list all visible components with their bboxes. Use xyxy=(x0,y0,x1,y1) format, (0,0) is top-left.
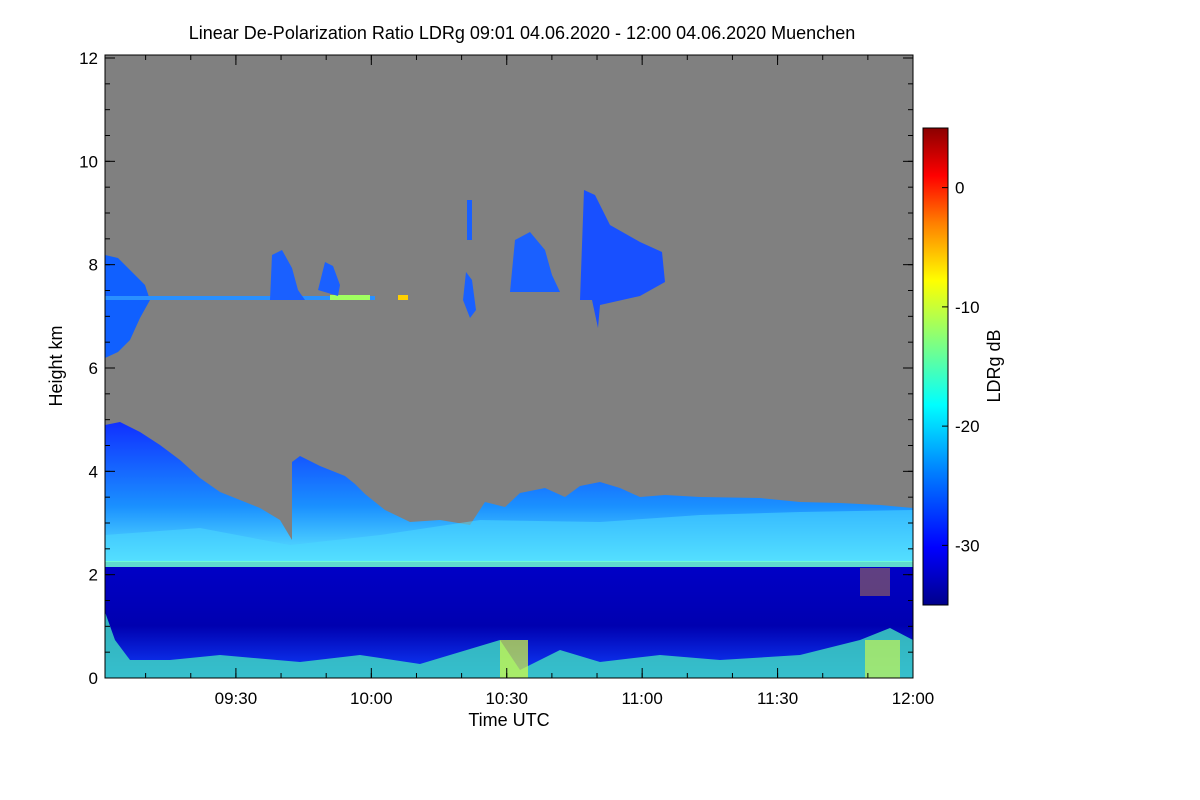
layer-boundary-line xyxy=(105,561,913,567)
plot-frame xyxy=(104,54,914,679)
cirrus-patch-1 xyxy=(270,250,305,300)
colorbar-tick-label: -20 xyxy=(955,417,980,436)
cirrus-streak xyxy=(467,200,472,240)
colorbar-label: LDRg dB xyxy=(984,329,1004,402)
y-tick-label: 10 xyxy=(79,152,98,171)
cirrus-patch-4 xyxy=(510,232,560,292)
cirrus-patch-5 xyxy=(580,190,665,328)
cirrus-bright-segment xyxy=(330,295,370,300)
chart-title: Linear De-Polarization Ratio LDRg 09:01 … xyxy=(189,23,855,43)
y-tick-label: 2 xyxy=(89,566,98,585)
cirrus-patch-3 xyxy=(463,272,476,318)
colorbar-tick-label: 0 xyxy=(955,179,964,198)
near-ground-aerosol xyxy=(105,612,913,678)
colorbar-axis: 0 -10 -20 -30 xyxy=(942,179,980,555)
aerosol-lower-band xyxy=(105,510,913,562)
cirrus-patch-2 xyxy=(318,262,340,296)
colorbar-tick-label: -30 xyxy=(955,536,980,555)
y-axis: 0 2 4 6 8 10 12 xyxy=(79,49,913,688)
cirrus-left xyxy=(105,255,150,358)
x-tick-label: 11:30 xyxy=(757,689,798,708)
x-tick-label: 12:00 xyxy=(892,689,935,708)
high-ldr-patch-1 xyxy=(500,640,528,678)
y-tick-label: 0 xyxy=(89,669,98,688)
colorbar-tick-label: -10 xyxy=(955,298,980,317)
y-tick-label: 12 xyxy=(79,49,98,68)
y-tick-label: 4 xyxy=(89,462,98,481)
cirrus-thin-line xyxy=(105,296,375,300)
x-tick-label: 10:00 xyxy=(350,689,393,708)
cirrus-yellow-segment xyxy=(398,295,408,300)
high-ldr-patch-3 xyxy=(860,568,890,596)
x-tick-label: 11:00 xyxy=(622,689,663,708)
y-tick-label: 6 xyxy=(89,359,98,378)
y-tick-label: 8 xyxy=(89,256,98,275)
y-axis-label: Height km xyxy=(46,325,66,406)
x-axis: 09:30 10:00 10:30 11:00 11:30 12:00 xyxy=(145,55,935,708)
x-tick-label: 10:30 xyxy=(485,689,528,708)
plot-area xyxy=(105,55,913,678)
x-axis-label: Time UTC xyxy=(468,710,549,730)
high-ldr-patch-2 xyxy=(865,640,900,678)
colorbar xyxy=(922,127,949,606)
x-tick-label: 09:30 xyxy=(215,689,258,708)
